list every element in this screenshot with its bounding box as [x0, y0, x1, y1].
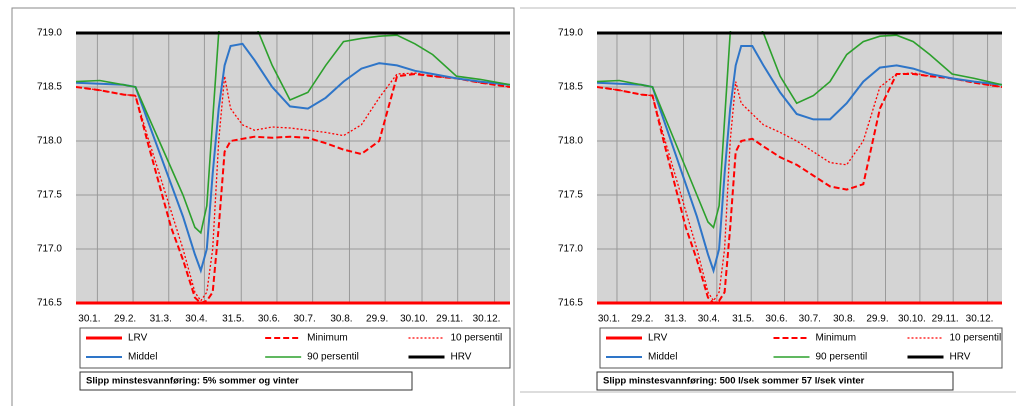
x-tick-label: 31.5. — [222, 314, 244, 325]
legend-label: Middel — [648, 352, 677, 363]
y-tick-label: 716.5 — [558, 298, 583, 309]
legend-label: HRV — [950, 352, 971, 363]
panel-frame — [520, 7, 1016, 393]
y-tick-label: 718.0 — [37, 136, 62, 147]
y-tick-label: 717.0 — [37, 244, 62, 255]
x-tick-label: 30.12. — [966, 314, 994, 325]
x-tick-label: 30.6. — [765, 314, 787, 325]
panel-frame — [11, 7, 515, 406]
x-tick-label: 30.12. — [473, 314, 501, 325]
x-tick-label: 30.1. — [598, 314, 620, 325]
legend-label: Minimum — [307, 333, 348, 344]
series-line — [597, 31, 1002, 229]
plot-area — [597, 33, 1002, 303]
x-tick-label: 31.3. — [664, 314, 686, 325]
series-group — [597, 31, 1002, 305]
y-tick-label: 717.5 — [558, 190, 583, 201]
legend-label: Minimum — [816, 333, 857, 344]
note-box — [79, 371, 413, 391]
legend-label: 10 persentil — [950, 333, 1002, 344]
legend-label: Middel — [128, 352, 157, 363]
x-tick-label: 29.11. — [932, 314, 959, 325]
x-tick-label: 31.5. — [732, 314, 754, 325]
x-tick-label: 30.4. — [698, 314, 720, 325]
series-line — [76, 42, 510, 274]
series-group — [76, 31, 510, 305]
x-tick-label: 29.9. — [866, 314, 888, 325]
series-line — [76, 31, 510, 235]
legend-label: 90 persentil — [307, 352, 359, 363]
series-line — [597, 45, 1002, 275]
x-tick-label: 29.11. — [436, 314, 463, 325]
legend-box — [79, 327, 511, 369]
series-line — [76, 72, 510, 305]
x-tick-label: 30.4. — [185, 314, 207, 325]
series-line — [76, 72, 510, 302]
series-line — [597, 72, 1002, 302]
note-text: Slipp minstesvannføring: 5% sommer og vi… — [86, 376, 299, 387]
x-tick-label: 30.8. — [833, 314, 855, 325]
x-tick-label: 29.2. — [631, 314, 653, 325]
x-tick-label: 29.2. — [114, 314, 136, 325]
x-tick-label: 29.9. — [366, 314, 388, 325]
x-tick-label: 30.8. — [330, 314, 352, 325]
x-tick-label: 30.10. — [898, 314, 926, 325]
note-box — [596, 371, 954, 391]
x-tick-label: 30.7. — [293, 314, 315, 325]
x-tick-label: 30.10. — [400, 314, 428, 325]
y-tick-label: 717.5 — [37, 190, 62, 201]
y-tick-label: 718.0 — [558, 136, 583, 147]
legend-label: 90 persentil — [816, 352, 868, 363]
legend-label: LRV — [648, 333, 668, 344]
note-text: Slipp minstesvannføring: 500 l/sek somme… — [603, 376, 865, 387]
y-tick-label: 719.0 — [558, 28, 583, 39]
y-tick-label: 716.5 — [37, 298, 62, 309]
y-tick-label: 718.5 — [37, 82, 62, 93]
legend-box — [599, 327, 1003, 369]
y-tick-label: 717.0 — [558, 244, 583, 255]
x-tick-label: 30.7. — [799, 314, 821, 325]
x-tick-label: 30.6. — [258, 314, 280, 325]
x-tick-label: 30.1. — [78, 314, 100, 325]
y-tick-label: 719.0 — [37, 28, 62, 39]
legend-label: LRV — [128, 333, 148, 344]
legend-label: 10 persentil — [451, 333, 503, 344]
x-tick-label: 31.3. — [150, 314, 172, 325]
legend-label: HRV — [451, 352, 472, 363]
y-tick-label: 718.5 — [558, 82, 583, 93]
plot-area — [76, 33, 510, 303]
